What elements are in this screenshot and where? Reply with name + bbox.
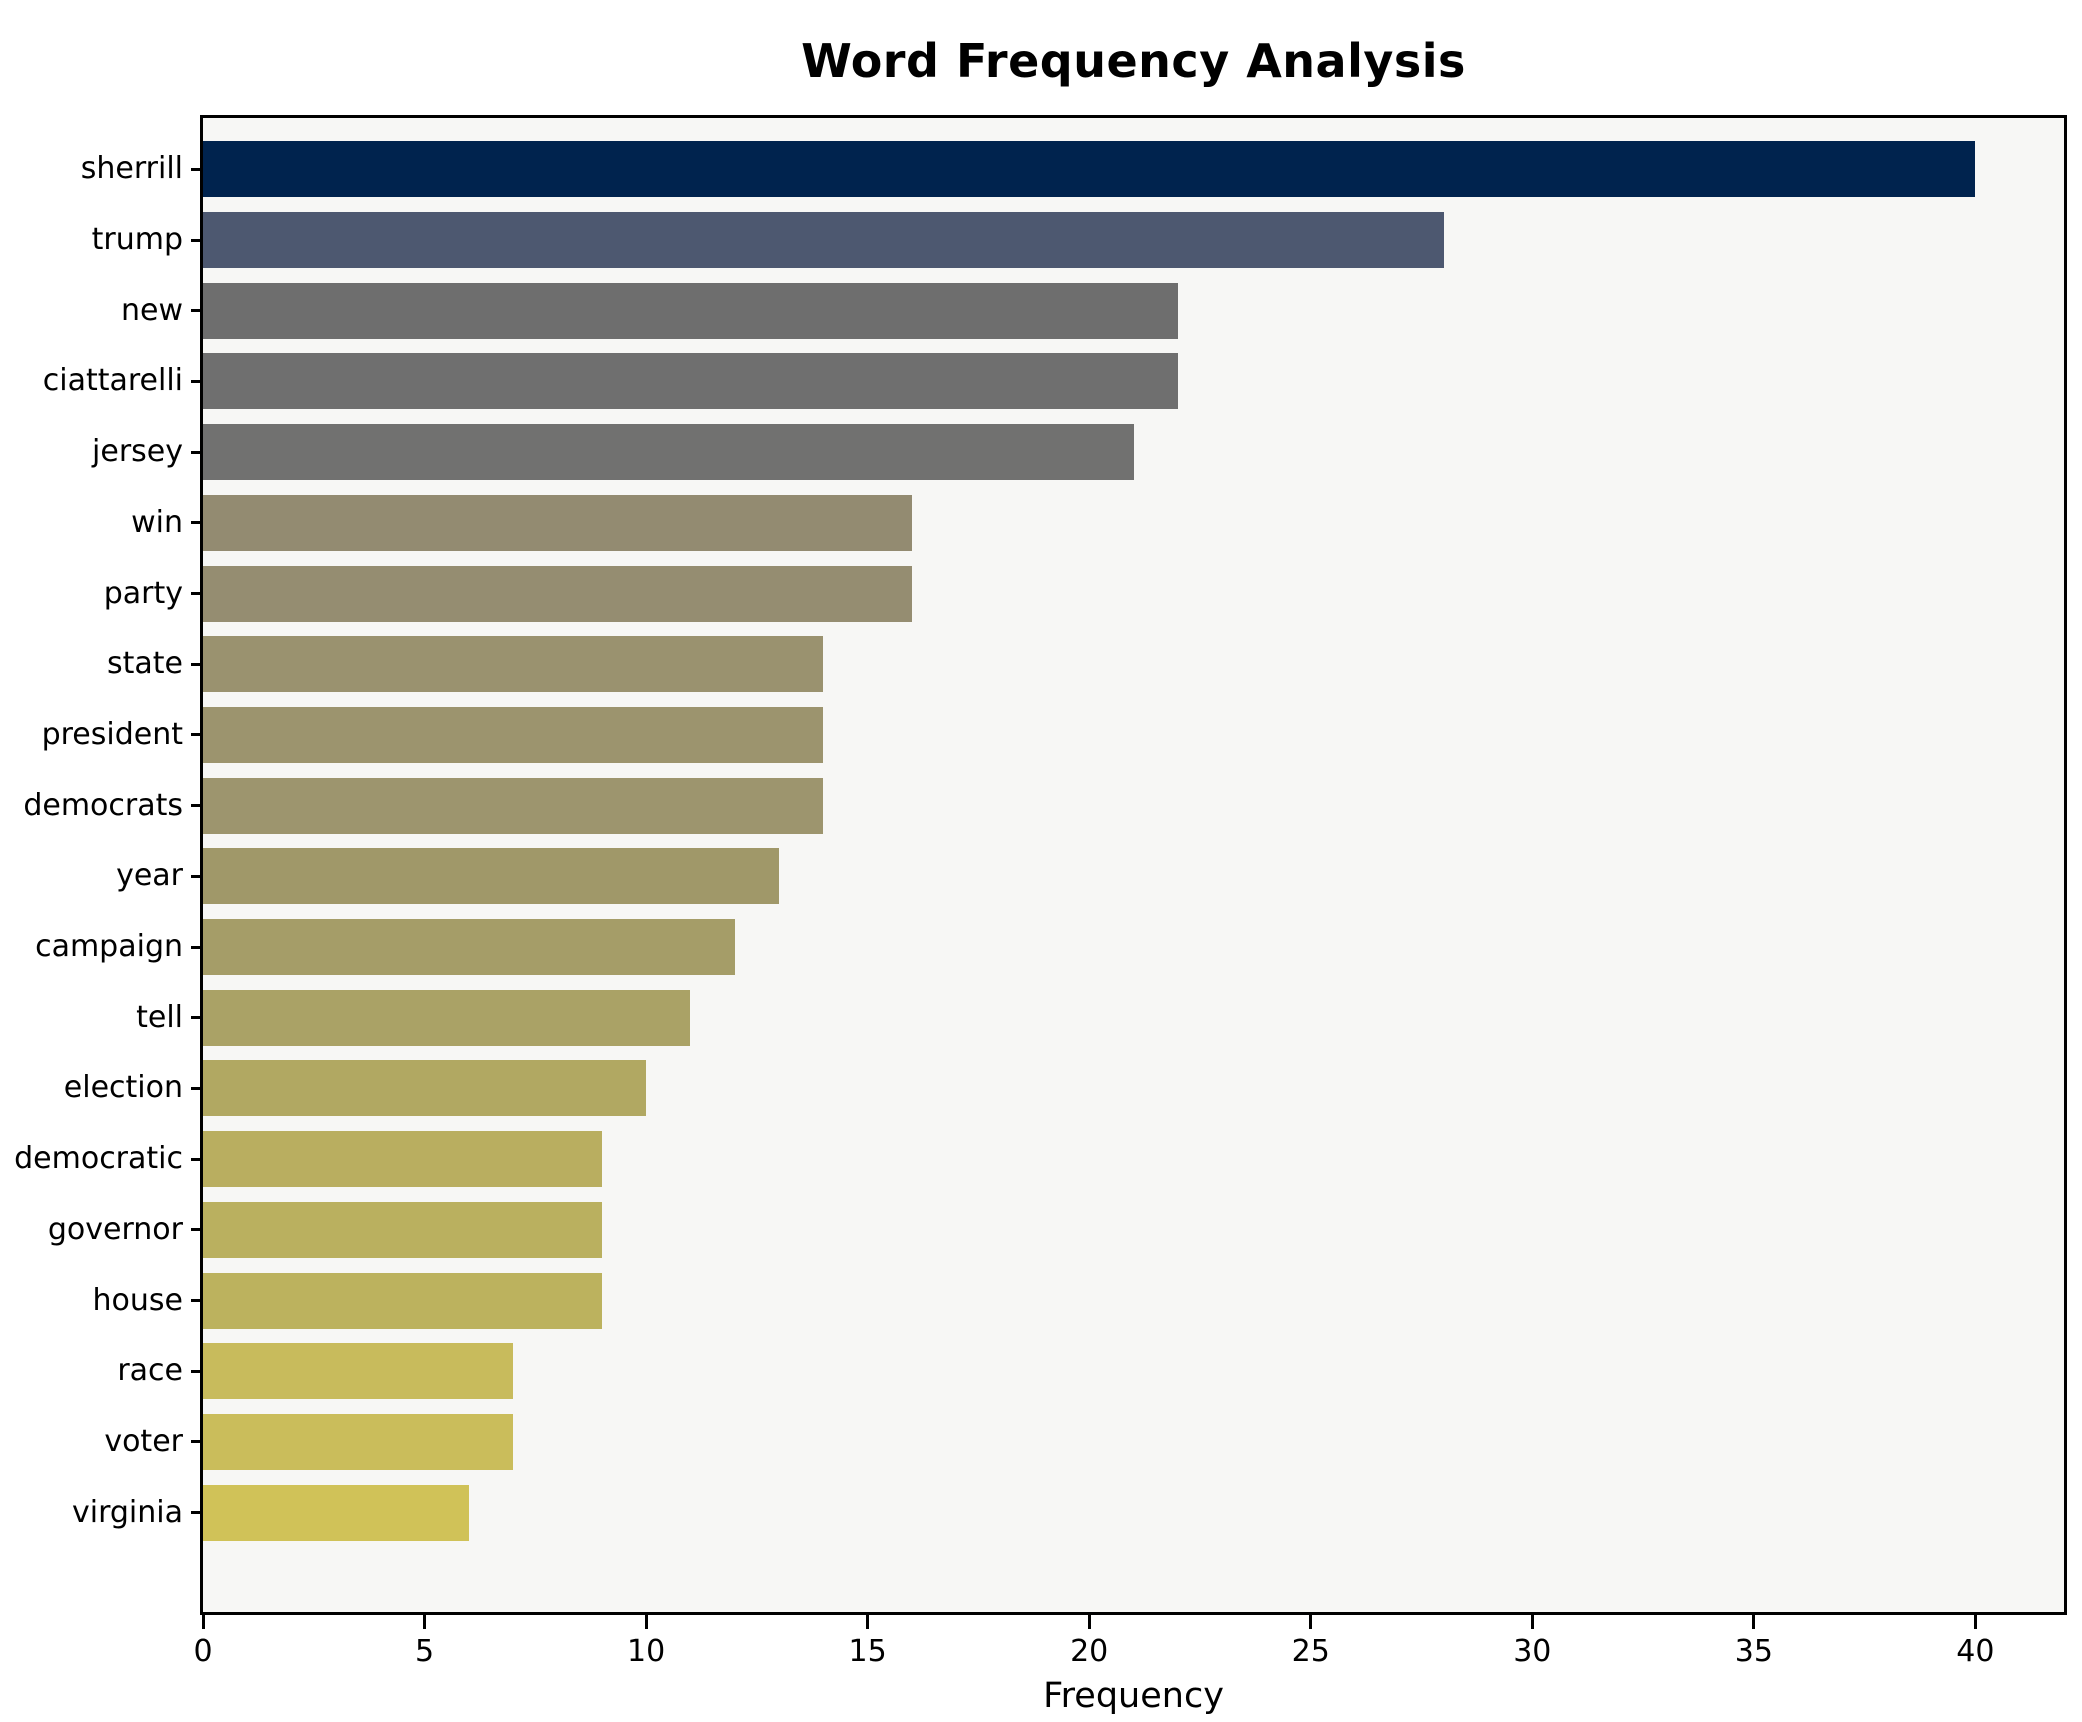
frequency-bar xyxy=(203,141,1976,198)
y-tick-label: ciattarelli xyxy=(42,363,183,399)
frequency-bar xyxy=(203,212,1444,269)
frequency-bar xyxy=(203,1343,514,1400)
x-tick-mark xyxy=(1752,1615,1756,1629)
y-tick-mark xyxy=(191,1440,200,1444)
frequency-bar xyxy=(203,565,912,622)
y-tick-label: house xyxy=(92,1282,183,1318)
frequency-bar xyxy=(203,989,691,1046)
y-tick-mark xyxy=(191,733,200,737)
x-tick-mark xyxy=(423,1615,427,1629)
x-tick-mark xyxy=(1530,1615,1534,1629)
y-tick-mark xyxy=(191,1086,200,1090)
frequency-bar xyxy=(203,636,824,693)
plot-area xyxy=(200,115,2067,1615)
x-tick-label: 5 xyxy=(415,1634,435,1669)
x-tick-label: 0 xyxy=(193,1634,213,1669)
x-tick-mark xyxy=(1087,1615,1091,1629)
y-tick-label: sherrill xyxy=(80,151,183,187)
y-tick-label: democratic xyxy=(14,1141,183,1177)
y-tick-mark xyxy=(191,521,200,525)
y-tick-mark xyxy=(191,309,200,313)
y-tick-mark xyxy=(191,804,200,808)
x-tick-label: 10 xyxy=(627,1634,666,1669)
y-tick-mark xyxy=(191,1299,200,1303)
frequency-bar xyxy=(203,282,1178,339)
frequency-bar xyxy=(203,424,1134,481)
frequency-bar xyxy=(203,777,824,834)
y-tick-label: president xyxy=(41,716,183,752)
y-tick-label: jersey xyxy=(92,434,183,470)
y-tick-label: win xyxy=(131,504,183,540)
y-tick-mark xyxy=(191,874,200,878)
y-tick-label: state xyxy=(107,646,183,682)
y-tick-mark xyxy=(191,1228,200,1232)
frequency-bar xyxy=(203,1060,647,1117)
frequency-bar xyxy=(203,848,780,905)
y-tick-mark xyxy=(191,1369,200,1373)
x-tick-label: 35 xyxy=(1734,1634,1773,1669)
x-tick-label: 20 xyxy=(1070,1634,1109,1669)
x-tick-mark xyxy=(1309,1615,1313,1629)
y-tick-label: voter xyxy=(104,1423,183,1459)
y-tick-mark xyxy=(191,1157,200,1161)
y-tick-mark xyxy=(191,450,200,454)
x-tick-mark xyxy=(866,1615,870,1629)
y-tick-label: trump xyxy=(91,222,183,258)
x-tick-label: 15 xyxy=(848,1634,887,1669)
y-tick-label: new xyxy=(120,292,183,328)
y-tick-mark xyxy=(191,238,200,242)
y-tick-mark xyxy=(191,1016,200,1020)
y-tick-label: campaign xyxy=(35,929,183,965)
frequency-bar xyxy=(203,494,912,551)
y-tick-label: virginia xyxy=(71,1494,183,1530)
x-tick-label: 25 xyxy=(1291,1634,1330,1669)
y-tick-mark xyxy=(191,379,200,383)
frequency-bar xyxy=(203,353,1178,410)
frequency-bar xyxy=(203,1201,602,1258)
frequency-bar xyxy=(203,1131,602,1188)
frequency-bar xyxy=(203,919,735,976)
y-tick-mark xyxy=(191,167,200,171)
frequency-bar xyxy=(203,1413,514,1470)
chart-title: Word Frequency Analysis xyxy=(801,34,1466,88)
x-tick-mark xyxy=(201,1615,205,1629)
frequency-bar xyxy=(203,1272,602,1329)
y-tick-label: year xyxy=(116,858,183,894)
y-tick-mark xyxy=(191,1511,200,1515)
y-tick-label: tell xyxy=(136,999,183,1035)
x-tick-mark xyxy=(644,1615,648,1629)
y-tick-label: party xyxy=(103,575,183,611)
y-tick-mark xyxy=(191,592,200,596)
x-axis-title: Frequency xyxy=(1043,1676,1224,1716)
y-tick-label: election xyxy=(63,1070,183,1106)
frequency-bar xyxy=(203,1484,469,1541)
x-tick-mark xyxy=(1973,1615,1977,1629)
x-tick-label: 40 xyxy=(1956,1634,1995,1669)
y-tick-label: race xyxy=(117,1353,183,1389)
y-tick-mark xyxy=(191,945,200,949)
frequency-bar xyxy=(203,706,824,763)
y-tick-label: democrats xyxy=(23,787,183,823)
y-tick-mark xyxy=(191,662,200,666)
x-tick-label: 30 xyxy=(1513,1634,1552,1669)
y-tick-label: governor xyxy=(47,1211,183,1247)
